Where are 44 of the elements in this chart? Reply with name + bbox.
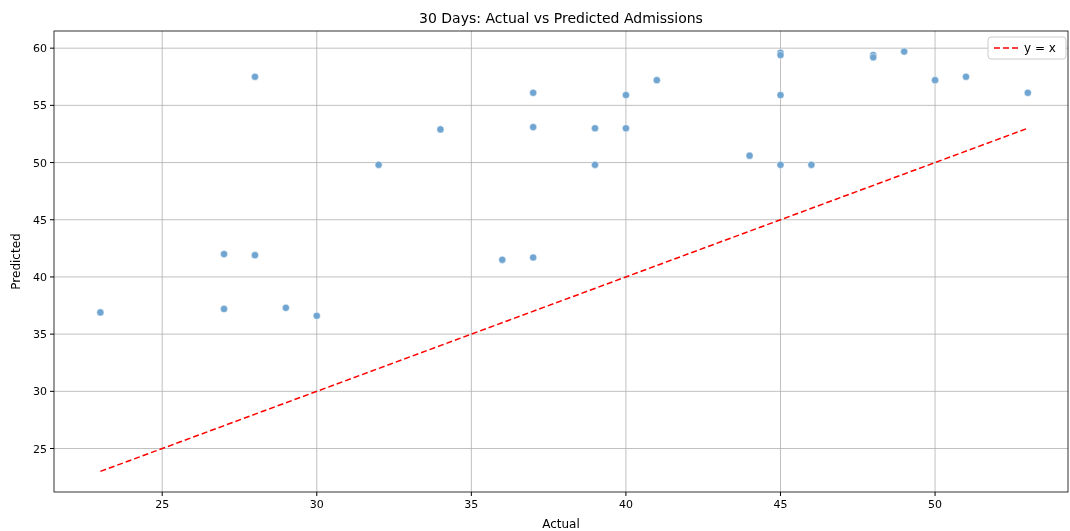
point bbox=[529, 123, 538, 131]
point bbox=[436, 125, 445, 134]
point bbox=[498, 255, 507, 264]
point bbox=[220, 250, 228, 258]
point bbox=[622, 91, 630, 99]
point bbox=[591, 124, 599, 133]
y-tick-label: 40 bbox=[33, 270, 47, 284]
point bbox=[529, 88, 538, 97]
point bbox=[591, 160, 599, 169]
x-tick-label: 25 bbox=[155, 498, 170, 511]
point bbox=[622, 124, 630, 133]
point bbox=[251, 72, 259, 81]
y-tick-label: 45 bbox=[33, 213, 47, 227]
point bbox=[96, 308, 105, 317]
y-tick-label: 55 bbox=[33, 99, 47, 113]
point bbox=[745, 151, 754, 160]
point bbox=[652, 76, 661, 85]
point bbox=[776, 91, 785, 99]
point bbox=[962, 72, 970, 81]
y-tick-label: 30 bbox=[33, 385, 47, 399]
chart-title: 30 Days: Actual vs Predicted Admissions bbox=[419, 10, 703, 26]
point bbox=[776, 160, 785, 169]
point bbox=[220, 305, 228, 313]
y-tick-label: 25 bbox=[33, 442, 47, 456]
x-tick-label: 35 bbox=[464, 498, 479, 511]
y-tick-label: 50 bbox=[33, 156, 47, 170]
y-tick-label: 60 bbox=[33, 42, 47, 56]
x-tick-label: 50 bbox=[928, 498, 943, 511]
x-tick-label: 30 bbox=[309, 498, 324, 511]
legend-label: y = x bbox=[1024, 41, 1056, 55]
point bbox=[931, 76, 939, 85]
point bbox=[251, 251, 259, 260]
x-axis-title: Actual bbox=[542, 517, 580, 531]
point bbox=[529, 253, 538, 262]
y-axis-title: Predicted bbox=[9, 233, 23, 290]
x-tick-label: 40 bbox=[618, 498, 633, 511]
y-tick-label: 35 bbox=[33, 328, 47, 342]
point bbox=[1023, 88, 1032, 97]
point bbox=[374, 160, 383, 169]
point bbox=[312, 311, 321, 320]
x-tick-label: 45 bbox=[773, 498, 788, 511]
point bbox=[282, 303, 290, 312]
point bbox=[900, 47, 908, 56]
point bbox=[807, 160, 816, 169]
